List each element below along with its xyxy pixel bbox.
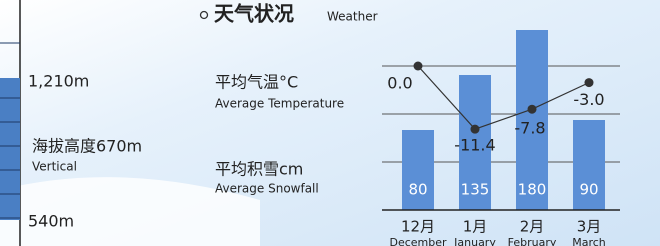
bar-value-label: 90	[579, 181, 598, 199]
x-tick-label: 12月	[401, 218, 435, 236]
temperature-value-label: -7.8	[514, 119, 545, 138]
elevation-middle-en: Vertical	[32, 160, 77, 174]
x-tick-label: 2月	[520, 218, 545, 236]
infographic: 1,210m 海拔高度670m Vertical 540m 天气状况 Weath…	[0, 0, 660, 246]
legend-temperature: 平均气温°C	[215, 73, 298, 92]
temperature-point	[585, 78, 594, 87]
temperature-point	[528, 105, 537, 114]
elevation-middle: 海拔高度670m	[32, 137, 142, 156]
legend-temperature-en: Average Temperature	[215, 97, 344, 111]
temperature-point	[414, 62, 423, 71]
title: 天气状况	[214, 2, 294, 26]
x-tick-label: 3月	[577, 218, 602, 236]
page: 1,210m 海拔高度670m Vertical 540m 天气状况 Weath…	[0, 0, 660, 246]
x-tick-label-en: December	[389, 236, 447, 246]
temperature-value-label: -3.0	[573, 90, 604, 109]
x-tick-label-en: January	[453, 236, 496, 246]
x-tick-label: 1月	[463, 218, 488, 236]
subtitle: Weather	[327, 10, 378, 24]
bar-value-label: 135	[461, 181, 490, 199]
elevation-bottom: 540m	[28, 212, 74, 231]
temperature-value-label: 0.0	[387, 74, 412, 93]
elevation-bar	[0, 78, 20, 220]
x-tick-label-en: March	[572, 236, 606, 246]
temperature-value-label: -11.4	[454, 136, 495, 155]
bar-value-label: 80	[408, 181, 427, 199]
bar-value-label: 180	[518, 181, 547, 199]
x-tick-label-en: February	[508, 236, 557, 246]
temperature-point	[471, 125, 480, 134]
elevation-top: 1,210m	[28, 72, 89, 91]
legend-snowfall-en: Average Snowfall	[215, 182, 319, 196]
legend-snowfall: 平均积雪cm	[215, 160, 303, 179]
